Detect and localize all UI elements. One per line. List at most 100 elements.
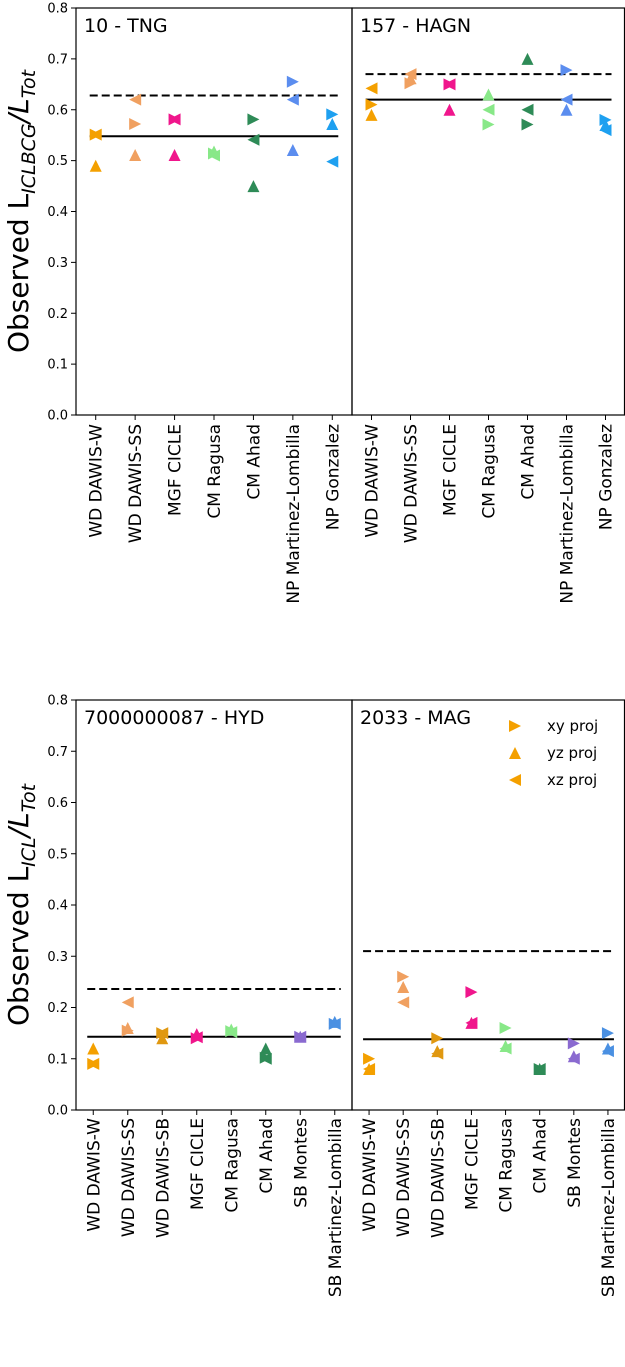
- marker-xz-proj: [599, 124, 612, 137]
- marker-xz-proj: [499, 1042, 512, 1055]
- y-tick-label: 0.3: [47, 950, 68, 965]
- x-tick-label: SB Montes: [565, 1118, 585, 1208]
- x-tick-label: CM Ragusa: [480, 424, 500, 519]
- y-tick-label: 0.6: [47, 103, 68, 118]
- marker-xy-proj: [560, 64, 573, 77]
- marker-xz-proj: [482, 103, 495, 116]
- marker-xy-proj: [482, 118, 495, 131]
- marker-xz-proj: [601, 1045, 614, 1058]
- x-tick-label: WD DAWIS-SB: [428, 1118, 448, 1238]
- marker-xz-proj: [87, 1057, 100, 1070]
- marker-yz-proj: [156, 1032, 169, 1045]
- legend-entry: xz proj: [547, 771, 597, 789]
- marker-xz-proj: [465, 1016, 478, 1029]
- legend-entry: yz proj: [547, 744, 597, 762]
- marker-xy-proj: [286, 75, 299, 88]
- marker-xz-proj: [129, 93, 142, 106]
- x-tick-label: CM Ragusa: [222, 1118, 242, 1213]
- marker-xz-proj: [443, 78, 456, 91]
- y-tick-label: 0.1: [47, 358, 68, 373]
- chart-1: Observed LICLBCG/LTot 0.0 0.1 0.2 0.3 0.4 0.5 0…: [2, 2, 625, 604]
- panel-2: 2033 - MAG WD DAWIS-W WD DAWIS-SS WD DAWIS-…: [351, 699, 625, 1297]
- y-tick-label: 0.5: [47, 847, 68, 862]
- marker-xz-proj: [365, 82, 378, 95]
- marker-yz-proj: [404, 72, 417, 85]
- marker-xy-proj: [129, 117, 142, 130]
- marker-yz-proj: [365, 108, 378, 121]
- marker-yz-proj: [129, 149, 142, 162]
- x-tick-label: CM Ragusa: [205, 424, 225, 519]
- y-tick-label: 0.5: [47, 154, 68, 169]
- marker-xz-proj: [567, 1052, 580, 1065]
- y-tick-label: 0.3: [47, 256, 68, 271]
- y-tick-label: 0.4: [47, 205, 68, 220]
- x-tick-label: SB Martinez-Lombilla: [599, 1118, 619, 1297]
- marker-xz-proj: [363, 1063, 376, 1075]
- marker-xy-proj: [365, 98, 378, 111]
- x-tick-label: CM Ragusa: [497, 1118, 517, 1213]
- marker-xy-proj: [465, 986, 478, 999]
- x-tick-label: MGF CICLE: [188, 1118, 208, 1210]
- marker-xz-proj: [89, 128, 102, 141]
- marker-xy-proj: [247, 113, 260, 126]
- marker-xz-proj: [121, 996, 134, 1009]
- panel-2: 157 - HAGN WD DAWIS-W WD DAWIS-SS MGF CICLE…: [351, 7, 625, 604]
- y-tick-label: 0.8: [47, 694, 68, 709]
- chart-2: Observed LICL/LTot 0.0 0.1 0.2 0.3 0.4 0.5 0.6 0…: [2, 694, 625, 1297]
- x-tick-label: WD DAWIS-SS: [394, 1118, 414, 1237]
- marker-xz-proj: [190, 1031, 203, 1044]
- marker-yz-proj: [247, 180, 260, 193]
- marker-xz-proj: [404, 68, 417, 81]
- y-tick-label: 0.4: [47, 899, 68, 914]
- panel-title: 2033 - MAG: [360, 707, 471, 729]
- marker-yz-proj: [259, 1042, 272, 1055]
- marker-yz-proj: [397, 981, 410, 993]
- x-tick-label: SB Montes: [291, 1118, 311, 1208]
- x-tick-label: NP Gonzalez: [323, 424, 343, 530]
- legend: xy proj yz proj xz proj: [509, 717, 598, 789]
- marker-yz-proj: [286, 143, 299, 156]
- marker-xz-proj: [521, 103, 534, 116]
- marker-xz-proj: [208, 149, 220, 162]
- y-tick-label: 0.2: [47, 1001, 68, 1016]
- marker-yz-proj: [121, 1022, 134, 1034]
- y-tick-label: 0.7: [47, 745, 68, 760]
- marker-yz-proj: [482, 88, 495, 101]
- y-tick-label: 0.6: [47, 796, 68, 811]
- marker-xy-proj: [397, 970, 410, 983]
- legend-marker: [509, 747, 521, 759]
- x-tick-label: WD DAWIS-W: [87, 424, 107, 538]
- marker-yz-proj: [443, 103, 456, 116]
- marker-yz-proj: [87, 1042, 100, 1055]
- x-tick-label: MGF CICLE: [441, 424, 461, 516]
- y-tick-label: 0.8: [47, 2, 68, 17]
- marker-xy-proj: [521, 118, 534, 131]
- x-tick-label: CM Ahad: [257, 1118, 277, 1194]
- marker-xz-proj: [328, 1017, 341, 1030]
- marker-yz-proj: [89, 159, 102, 172]
- marker-xz-proj: [156, 1027, 169, 1040]
- x-tick-label: WD DAWIS-SS: [119, 1118, 139, 1237]
- y-tick-label: 0.1: [47, 1052, 68, 1067]
- x-tick-label: MGF CICLE: [166, 424, 186, 516]
- marker-xy-proj: [567, 1037, 580, 1050]
- panel-title: 157 - HAGN: [360, 15, 471, 37]
- marker-xz-proj: [259, 1052, 272, 1065]
- marker-yz-proj: [326, 117, 339, 130]
- panel-1: 7000000087 - HYD WD DAWIS-W WD DAWIS-SS WD …: [75, 699, 353, 1297]
- x-tick-label: CM Ahad: [531, 1118, 551, 1194]
- x-tick-label: WD DAWIS-SS: [126, 424, 146, 543]
- x-tick-label: NP Martinez-Lombilla: [284, 424, 304, 604]
- x-tick-label: WD DAWIS-W: [360, 1118, 380, 1232]
- legend-marker: [509, 720, 521, 732]
- legend-marker: [509, 774, 521, 786]
- x-tick-label: CM Ahad: [244, 424, 264, 500]
- marker-xz-proj: [225, 1026, 238, 1039]
- marker-xy-proj: [326, 108, 339, 121]
- marker-xy-proj: [601, 1027, 614, 1040]
- marker-xz-proj: [533, 1063, 546, 1075]
- y-axis-label: Observed LICLBCG/LTot: [2, 68, 40, 353]
- x-tick-label: WD DAWIS-W: [363, 424, 383, 538]
- x-tick-label: MGF CICLE: [462, 1118, 482, 1210]
- marker-yz-proj: [521, 52, 534, 65]
